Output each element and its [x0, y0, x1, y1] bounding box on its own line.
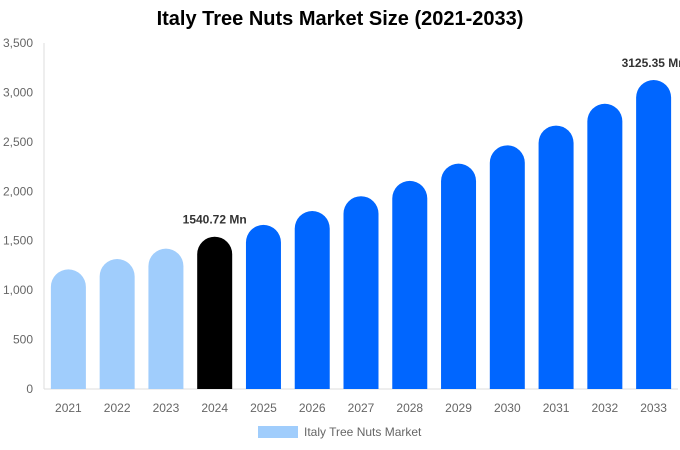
x-tick-label: 2025 [250, 401, 277, 415]
bar-2029 [441, 163, 477, 389]
x-tick-label: 2023 [153, 401, 180, 415]
x-tick-label: 2030 [494, 401, 521, 415]
data-label-2033: 3125.35 Mn [622, 56, 680, 70]
chart-title: Italy Tree Nuts Market Size (2021-2033) [156, 8, 524, 30]
bar-2030 [489, 145, 525, 389]
data-label-2024: 1540.72 Mn [183, 213, 247, 227]
y-tick-label: 2,000 [3, 184, 33, 198]
y-tick-label: 2,500 [3, 135, 33, 149]
y-tick-label: 500 [13, 333, 33, 347]
x-tick-label: 2027 [348, 401, 375, 415]
y-tick-label: 0 [26, 382, 33, 396]
x-tick-label: 2029 [445, 401, 472, 415]
x-tick-label: 2026 [299, 401, 326, 415]
x-tick-label: 2021 [55, 401, 82, 415]
bar-2033 [636, 80, 672, 389]
y-tick-label: 3,000 [3, 85, 33, 99]
legend-label: Italy Tree Nuts Market [304, 425, 422, 439]
bar-2023 [148, 248, 184, 389]
y-tick-label: 3,500 [3, 36, 33, 50]
bar-2021 [50, 269, 86, 389]
x-tick-label: 2028 [396, 401, 423, 415]
x-tick-label: 2031 [543, 401, 570, 415]
x-tick-label: 2024 [201, 401, 228, 415]
legend-swatch [258, 426, 298, 438]
bar-2024 [197, 236, 233, 389]
bar-2028 [392, 180, 428, 389]
bar-2025 [245, 224, 281, 389]
y-tick-label: 1,000 [3, 283, 33, 297]
x-tick-label: 2032 [591, 401, 618, 415]
x-tick-label: 2022 [104, 401, 131, 415]
bar-2027 [343, 196, 379, 389]
legend[interactable]: Italy Tree Nuts Market [258, 425, 421, 439]
bar-2022 [99, 259, 135, 389]
bar-2032 [587, 103, 623, 389]
bar-2031 [538, 125, 574, 389]
y-tick-label: 1,500 [3, 234, 33, 248]
bar-2026 [294, 211, 330, 389]
x-tick-label: 2033 [640, 401, 667, 415]
